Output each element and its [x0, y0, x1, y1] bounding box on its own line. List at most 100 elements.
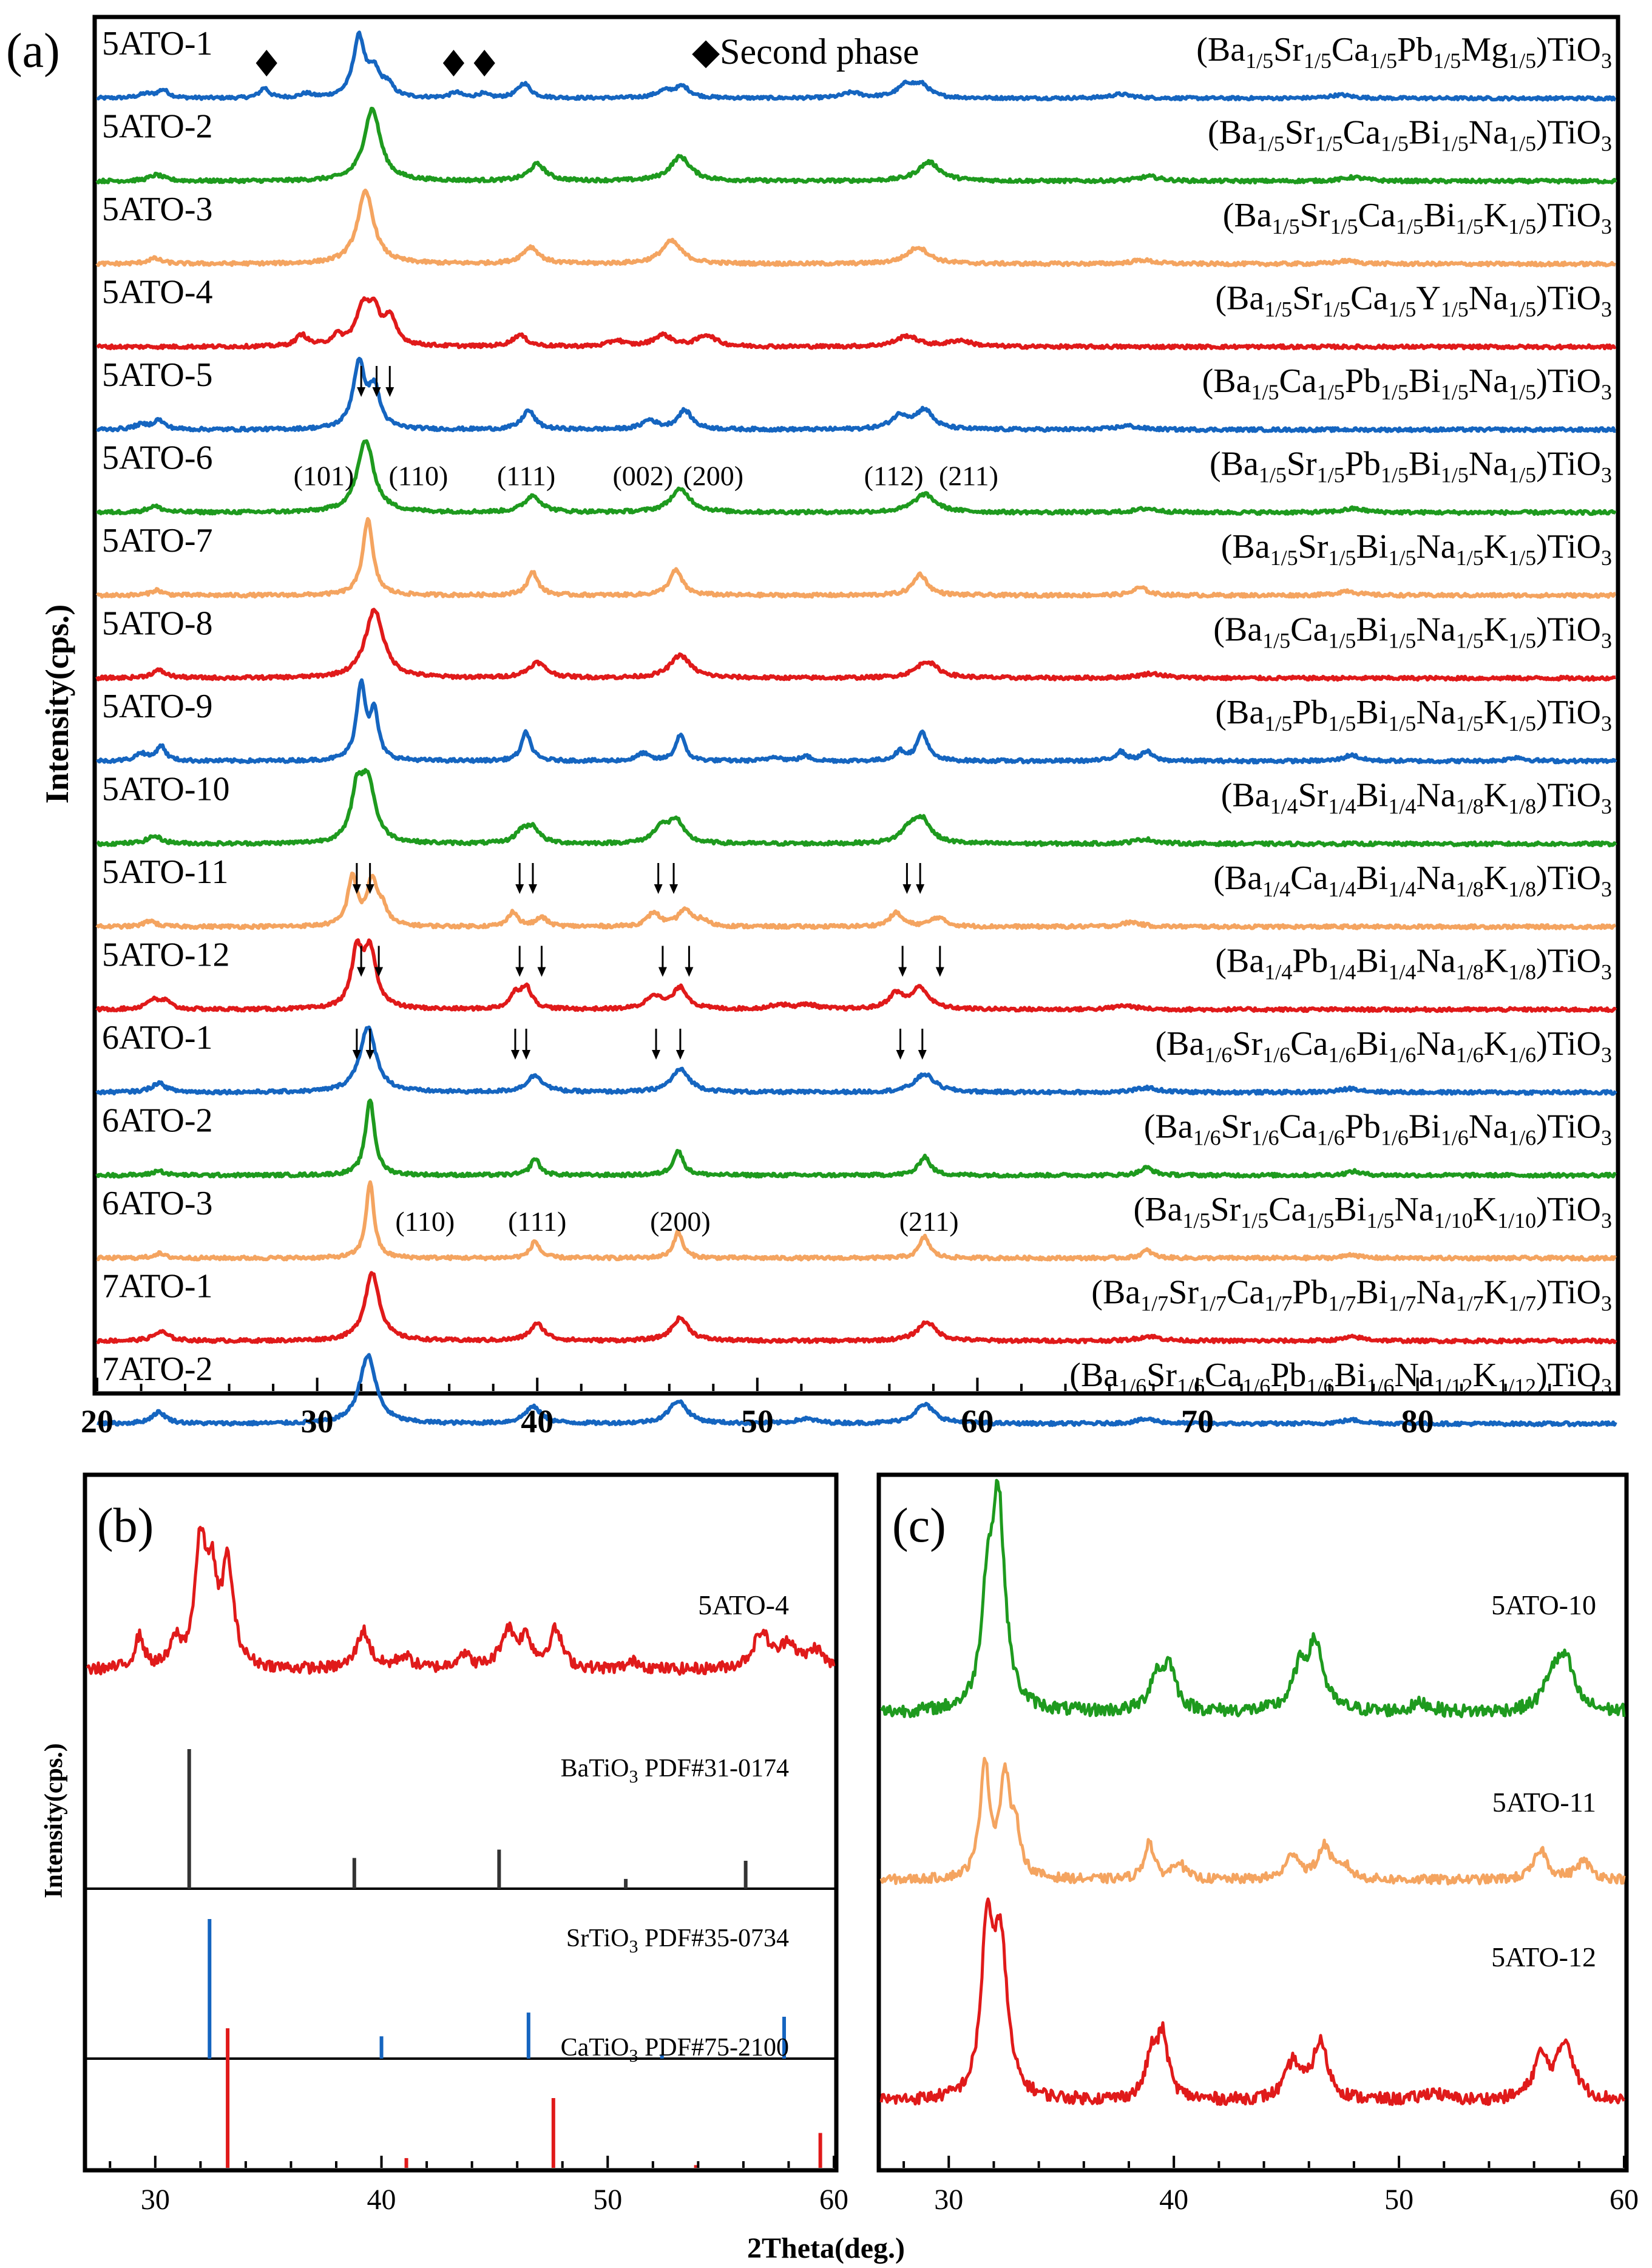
- formula-subscript: 1/7: [1508, 1291, 1536, 1316]
- formula-subscript: 1/5: [1508, 49, 1536, 73]
- sample-label-c-5ATO-10: 5ATO-10: [1491, 1589, 1596, 1620]
- formula-text: Bi: [1356, 611, 1388, 649]
- reference-label: CaTiO3 PDF#75-2100: [561, 2034, 789, 2066]
- formula-subscript: 3: [1601, 629, 1612, 653]
- formula-subscript: 1/8: [1456, 877, 1484, 901]
- formula-subscript: 1/5: [1315, 132, 1343, 156]
- formula-text: Na: [1469, 114, 1508, 152]
- formula-subscript: 1/5: [1330, 214, 1358, 239]
- peak-arrow-head: [365, 884, 374, 894]
- formula-text: Na: [1416, 777, 1455, 814]
- xrd-trace-5ATO-1: [96, 30, 1616, 102]
- hkl-annotation: (211): [899, 1206, 959, 1237]
- xrd-trace-5ATO-2: [95, 106, 1617, 185]
- x-tick-label: 50: [741, 1403, 774, 1440]
- formula-subscript: 1/5: [1381, 463, 1409, 487]
- formula-subscript: 1/4: [1264, 960, 1292, 984]
- reference-label-subscript: 3: [629, 1937, 638, 1957]
- formula-text: (Ba: [1069, 1356, 1119, 1394]
- peak-arrow-head: [365, 1050, 374, 1060]
- formula-text: (Ba: [1215, 943, 1264, 980]
- formula-text: )TiO: [1536, 280, 1601, 317]
- peak-arrow-head: [654, 884, 663, 894]
- formula-text: Bi: [1409, 362, 1441, 400]
- formula-subscript: 1/5: [1441, 132, 1469, 156]
- reference-label-text: CaTiO: [561, 2034, 629, 2062]
- formula-text: Pb: [1270, 1356, 1306, 1394]
- formula-subscript: 1/5: [1322, 297, 1350, 322]
- formula-text: Bi: [1356, 859, 1388, 897]
- formula-subscript: 1/6: [1366, 1374, 1394, 1398]
- formula-subscript: 1/6: [1508, 1043, 1536, 1067]
- formula-subscript: 1/5: [1396, 214, 1424, 239]
- formula-subscript: 1/4: [1262, 877, 1290, 901]
- peak-arrow-head: [357, 387, 366, 397]
- xrd-trace-5ATO-5: [95, 356, 1616, 433]
- reference-label-subscript: 3: [629, 2046, 638, 2066]
- xrd-trace-5ATO-8: [95, 608, 1616, 682]
- x-tick-label: 60: [961, 1403, 994, 1440]
- peak-arrow-head: [902, 884, 912, 894]
- peak-arrow-head: [918, 1050, 927, 1060]
- formula-text: Na: [1469, 445, 1508, 483]
- formula-subscript: 1/5: [1456, 546, 1484, 570]
- formula-text: Bi: [1356, 528, 1388, 566]
- formula-subscript: 3: [1601, 380, 1612, 404]
- formula-text: Ca: [1290, 1025, 1328, 1063]
- formula-subscript: 1/5: [1433, 49, 1461, 73]
- formula-subscript: 1/5: [1304, 49, 1332, 73]
- formula-5ATO-9: (Ba1/5Pb1/5Bi1/5Na1/5K1/5)TiO3: [1215, 694, 1612, 736]
- formula-text: )TiO: [1536, 859, 1601, 897]
- formula-subscript: 3: [1601, 794, 1612, 819]
- formula-text: Ca: [1205, 1356, 1242, 1394]
- panel-c-label: (c): [892, 1499, 946, 1552]
- formula-5ATO-3: (Ba1/5Sr1/5Ca1/5Bi1/5K1/5)TiO3: [1223, 197, 1612, 239]
- formula-text: Ca: [1350, 280, 1388, 317]
- formula-text: )TiO: [1536, 1025, 1601, 1063]
- formula-5ATO-1: (Ba1/5Sr1/5Ca1/5Pb1/5Mg1/5)TiO3: [1196, 31, 1612, 73]
- formula-subscript: 1/5: [1366, 1208, 1394, 1233]
- formula-subscript: 1/5: [1388, 546, 1416, 570]
- formula-subscript: 1/5: [1328, 546, 1356, 570]
- sample-label-6ATO-1: 6ATO-1: [102, 1019, 213, 1057]
- formula-subscript: 1/5: [1508, 463, 1536, 487]
- formula-subscript: 1/7: [1456, 1291, 1484, 1316]
- formula-subscript: 1/10: [1497, 1208, 1536, 1233]
- formula-subscript: 3: [1601, 877, 1612, 901]
- xrd-trace-5ATO-9: [95, 678, 1617, 765]
- formula-subscript: 3: [1601, 546, 1612, 570]
- sample-label-7ATO-2: 7ATO-2: [102, 1350, 213, 1388]
- formula-text: Bi: [1356, 777, 1388, 814]
- x-tick-label: 70: [1181, 1403, 1214, 1440]
- formula-text: Mg: [1461, 31, 1508, 69]
- formula-subscript: 1/5: [1508, 629, 1536, 653]
- formula-text: )TiO: [1536, 362, 1601, 400]
- formula-subscript: 1/5: [1381, 132, 1409, 156]
- formula-text: Ca: [1290, 859, 1328, 897]
- hkl-annotation: (101): [294, 461, 354, 492]
- formula-text: (Ba: [1208, 114, 1257, 152]
- x-tick-label: 50: [1384, 2184, 1413, 2216]
- formula-text: Na: [1469, 362, 1508, 400]
- formula-7ATO-2: (Ba1/6Sr1/6Ca1/6Pb1/6Bi1/6Na1/12K1/12)Ti…: [1069, 1356, 1612, 1398]
- reference-label-subscript: 3: [629, 1767, 638, 1787]
- formula-subscript: 1/5: [1381, 380, 1409, 404]
- formula-text: (Ba: [1133, 1191, 1182, 1228]
- formula-subscript: 1/7: [1328, 1291, 1356, 1316]
- formula-text: Na: [1416, 528, 1455, 566]
- formula-text: Bi: [1356, 943, 1388, 980]
- hkl-annotation: (211): [939, 461, 998, 492]
- peak-arrow-head: [537, 967, 546, 977]
- formula-text: )TiO: [1536, 1356, 1601, 1394]
- formula-text: )TiO: [1536, 31, 1601, 69]
- sample-label-5ATO-4: 5ATO-4: [102, 274, 213, 311]
- formula-text: Ca: [1279, 362, 1316, 400]
- formula-subscript: 1/5: [1257, 132, 1285, 156]
- formula-subscript: 1/5: [1317, 463, 1345, 487]
- formula-subscript: 1/6: [1317, 1126, 1345, 1150]
- x-tick-label: 80: [1401, 1403, 1434, 1440]
- formula-text: Na: [1469, 1108, 1508, 1146]
- formula-subscript: 1/5: [1245, 49, 1273, 73]
- formula-text: (Ba: [1221, 777, 1270, 814]
- sample-label-5ATO-5: 5ATO-5: [102, 356, 213, 394]
